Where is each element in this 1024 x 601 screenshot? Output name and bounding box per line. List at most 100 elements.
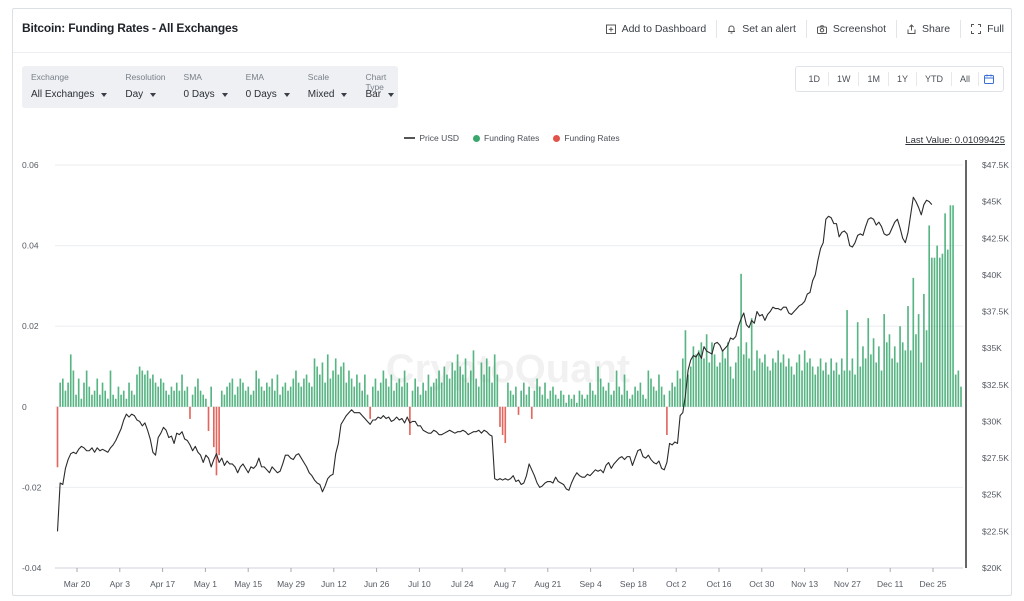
sma-select[interactable]: SMA 0 Days — [175, 66, 237, 108]
legend-item-funding-negative[interactable]: Funding Rates — [553, 133, 620, 143]
funding-bar-positive[interactable] — [101, 382, 104, 407]
funding-bar-positive[interactable] — [133, 394, 136, 407]
funding-bar-positive[interactable] — [175, 382, 178, 407]
range-1m[interactable]: 1M — [859, 72, 889, 86]
funding-bar-positive[interactable] — [528, 386, 530, 407]
funding-bar-positive[interactable] — [173, 390, 175, 407]
funding-bar-positive[interactable] — [181, 374, 183, 407]
funding-bar-positive[interactable] — [350, 378, 353, 407]
set-alert-button[interactable]: Set an alert — [717, 20, 807, 38]
funding-bar-positive[interactable] — [920, 362, 923, 407]
funding-bar-positive[interactable] — [938, 257, 941, 407]
funding-bar-positive[interactable] — [933, 257, 936, 407]
funding-bar-positive[interactable] — [591, 390, 594, 407]
funding-bar-positive[interactable] — [308, 382, 311, 407]
funding-bar-positive[interactable] — [819, 358, 822, 407]
funding-bar-positive[interactable] — [795, 362, 798, 407]
funding-bar-positive[interactable] — [242, 382, 244, 407]
funding-bar-positive[interactable] — [160, 378, 162, 407]
funding-bar-negative[interactable] — [530, 406, 533, 419]
funding-bar-positive[interactable] — [138, 366, 141, 407]
funding-bar-positive[interactable] — [114, 398, 117, 407]
funding-bar-positive[interactable] — [639, 382, 642, 407]
funding-bar-positive[interactable] — [485, 358, 488, 407]
funding-bar-positive[interactable] — [144, 374, 146, 407]
funding-bar-positive[interactable] — [660, 386, 663, 407]
funding-bar-negative[interactable] — [517, 406, 520, 415]
funding-bar-positive[interactable] — [870, 354, 872, 407]
funding-bar-negative[interactable] — [189, 406, 191, 419]
funding-bar-positive[interactable] — [260, 386, 263, 407]
funding-bar-positive[interactable] — [205, 398, 207, 407]
funding-bar-positive[interactable] — [239, 378, 242, 407]
funding-bar-positive[interactable] — [117, 386, 120, 407]
funding-bar-positive[interactable] — [652, 386, 655, 407]
screenshot-button[interactable]: Screenshot — [807, 20, 898, 38]
funding-bar-positive[interactable] — [520, 390, 522, 407]
funding-bar-positive[interactable] — [446, 374, 448, 407]
funding-bar-positive[interactable] — [928, 225, 931, 407]
funding-bar-positive[interactable] — [835, 362, 838, 407]
funding-bar-positive[interactable] — [273, 390, 276, 407]
funding-bar-positive[interactable] — [136, 374, 138, 407]
funding-bar-positive[interactable] — [785, 366, 787, 407]
funding-bar-positive[interactable] — [541, 394, 544, 407]
range-all[interactable]: All — [952, 72, 979, 86]
funding-bar-positive[interactable] — [515, 386, 517, 407]
funding-bar-positive[interactable] — [613, 390, 615, 407]
range-ytd[interactable]: YTD — [917, 72, 952, 86]
funding-bar-positive[interactable] — [716, 366, 719, 407]
funding-bar-positive[interactable] — [456, 354, 459, 407]
funding-bar-positive[interactable] — [197, 378, 199, 407]
funding-bar-positive[interactable] — [507, 382, 509, 407]
funding-bar-positive[interactable] — [427, 374, 430, 407]
funding-bar-positive[interactable] — [594, 394, 597, 407]
funding-bar-negative[interactable] — [501, 406, 504, 436]
funding-bar-positive[interactable] — [909, 350, 912, 407]
range-1d[interactable]: 1D — [800, 72, 829, 86]
funding-bar-positive[interactable] — [774, 362, 777, 407]
funding-bar-positive[interactable] — [61, 378, 64, 407]
funding-bar-positive[interactable] — [252, 390, 255, 407]
funding-bar-positive[interactable] — [287, 390, 289, 407]
funding-bar-positive[interactable] — [157, 386, 159, 407]
funding-bar-positive[interactable] — [650, 378, 652, 407]
funding-bar-positive[interactable] — [247, 386, 250, 407]
funding-bar-positive[interactable] — [597, 366, 599, 407]
funding-bar-positive[interactable] — [91, 394, 93, 407]
funding-bar-positive[interactable] — [459, 366, 462, 407]
funding-bar-positive[interactable] — [67, 382, 69, 407]
funding-bar-positive[interactable] — [279, 394, 281, 407]
funding-bar-positive[interactable] — [809, 358, 811, 407]
funding-bar-positive[interactable] — [901, 342, 904, 407]
funding-bar-positive[interactable] — [311, 386, 313, 407]
funding-bar-positive[interactable] — [340, 366, 342, 407]
funding-bar-positive[interactable] — [525, 394, 528, 407]
funding-bar-positive[interactable] — [276, 374, 279, 407]
range-1y[interactable]: 1Y — [889, 72, 917, 86]
funding-bar-positive[interactable] — [830, 358, 832, 407]
funding-bar-positive[interactable] — [793, 374, 795, 407]
funding-bar-positive[interactable] — [642, 394, 644, 407]
funding-bar-positive[interactable] — [533, 390, 536, 407]
funding-bar-positive[interactable] — [904, 350, 907, 407]
funding-bar-positive[interactable] — [72, 370, 75, 407]
funding-bar-positive[interactable] — [756, 350, 758, 407]
funding-bar-positive[interactable] — [305, 374, 308, 407]
ema-select[interactable]: EMA 0 Days — [237, 66, 299, 108]
funding-bar-positive[interactable] — [878, 346, 880, 407]
funding-bar-positive[interactable] — [851, 358, 854, 407]
funding-bar-positive[interactable] — [337, 374, 340, 407]
funding-bar-positive[interactable] — [69, 354, 72, 407]
fullscreen-button[interactable]: Full — [961, 20, 1004, 38]
funding-bar-positive[interactable] — [875, 362, 878, 407]
funding-bar-positive[interactable] — [782, 354, 785, 407]
funding-bar-positive[interactable] — [544, 382, 546, 407]
funding-bar-positive[interactable] — [255, 370, 258, 407]
funding-bar-positive[interactable] — [745, 342, 748, 407]
funding-bar-positive[interactable] — [263, 390, 265, 407]
funding-bar-positive[interactable] — [663, 394, 666, 407]
funding-bar-positive[interactable] — [496, 374, 499, 407]
funding-bar-positive[interactable] — [395, 382, 398, 407]
funding-bar-positive[interactable] — [655, 390, 658, 407]
